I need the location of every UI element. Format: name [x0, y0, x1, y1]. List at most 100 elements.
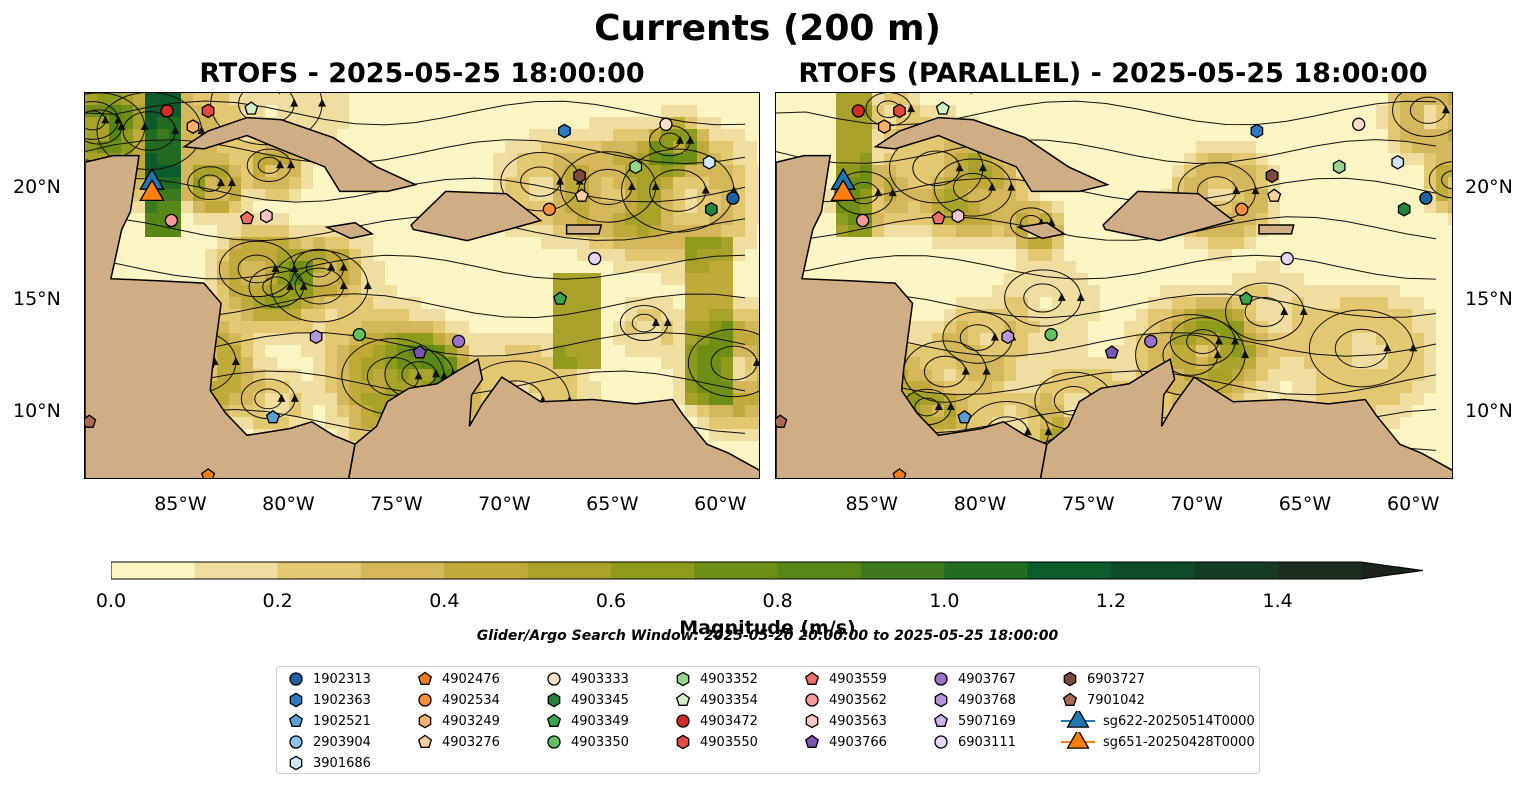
legend-label: 4903249 [442, 713, 500, 729]
legend-label: 4903276 [442, 734, 500, 750]
legend-item: 4903562 [803, 690, 887, 710]
colorbar-segment [527, 562, 612, 579]
legend-label: 6903111 [958, 734, 1016, 750]
left-map-panel[interactable] [84, 92, 760, 479]
circle-marker-icon [934, 735, 948, 749]
hexagon-marker-icon [418, 713, 432, 729]
float-4903352 [629, 159, 643, 175]
float-4903472 [160, 104, 174, 118]
float-3901686 [1391, 154, 1405, 170]
legend-marker-4903550 [676, 734, 690, 750]
legend-item: 4903472 [674, 711, 758, 731]
colorbar-tick-label: 1.0 [929, 590, 960, 612]
legend-marker-4903767 [934, 672, 948, 686]
pentagon-marker-icon [933, 713, 949, 727]
lon-tick-label: 65°W [586, 493, 639, 515]
legend-item: 4903333 [545, 669, 629, 689]
legend-label: 4903349 [571, 713, 629, 729]
colorbar-tick-label: 1.2 [1095, 590, 1127, 612]
lon-tick-label: 80°W [262, 493, 315, 515]
float-4903345 [1397, 201, 1411, 217]
float-4903350 [1044, 327, 1058, 342]
legend-item: 4903249 [416, 711, 500, 731]
float-4903349 [553, 291, 568, 305]
float-6903727 [1265, 168, 1279, 184]
legend-marker-4903249 [418, 713, 432, 729]
legend-marker-4903345 [547, 692, 561, 708]
legend-marker-1902363 [289, 692, 303, 708]
float-4903767 [451, 334, 466, 348]
float-7901042 [85, 414, 97, 428]
float-1902521 [265, 410, 280, 424]
colorbar-tick-label: 1.4 [1262, 590, 1293, 612]
lon-tick-label: 85°W [845, 493, 898, 515]
colorbar-label: Magnitude (m/s) [679, 617, 856, 639]
float-4903550 [201, 103, 215, 119]
colorbar-tick-label: 0.6 [595, 590, 627, 612]
float-4903767 [1144, 334, 1158, 348]
circle-marker-icon [547, 672, 561, 686]
pentagon-marker-icon [417, 671, 433, 685]
legend-label: 1902313 [313, 671, 371, 687]
legend-item: 4903352 [674, 669, 758, 689]
legend-marker-6903727 [1063, 671, 1077, 687]
legend-item: sg651-20250428T0000 [1061, 732, 1255, 752]
legend-marker-4903276 [417, 734, 433, 748]
colorbar-segment [944, 562, 1029, 579]
hexagon-marker-icon [289, 692, 303, 708]
legend-marker-4903562 [805, 693, 819, 707]
legend-marker-5907169 [933, 713, 949, 727]
float-4903350 [352, 327, 366, 342]
colorbar-tick-label: 0.0 [95, 590, 127, 612]
float-4903345 [704, 201, 718, 217]
float-4903563 [260, 208, 273, 224]
pentagon-marker-icon [804, 734, 820, 748]
pentagon-marker-icon [804, 671, 820, 685]
legend-marker-sg651-20250428T0000 [1066, 732, 1090, 749]
map-canvas[interactable] [776, 93, 1453, 479]
float-4903354 [244, 101, 259, 115]
legend-item: 1902313 [287, 669, 371, 689]
colorbar-segment [1027, 562, 1112, 579]
lon-tick-label: 85°W [154, 493, 207, 515]
float-4903562 [164, 213, 179, 228]
map-canvas[interactable] [85, 93, 760, 479]
circle-marker-icon [805, 693, 819, 707]
legend-label: 2903904 [313, 734, 371, 750]
legend-label: 1902363 [313, 692, 371, 708]
legend-item: 4903767 [932, 669, 1016, 689]
float-4903559 [931, 210, 946, 225]
float-4903559 [239, 210, 255, 225]
legend-item: 4903766 [803, 732, 887, 752]
circle-marker-icon [289, 735, 303, 749]
float-4903768 [309, 329, 323, 345]
circle-marker-icon [676, 714, 690, 728]
float-1902313 [726, 191, 740, 205]
float-1902313 [1419, 191, 1433, 205]
legend-item: 4903345 [545, 690, 629, 710]
float-4903276 [574, 188, 589, 202]
legend-item: 4903563 [803, 711, 887, 731]
legend-item: 2903904 [287, 732, 371, 752]
land-masses [85, 93, 759, 478]
glider-sg651-20250428T0000 [830, 178, 856, 202]
pentagon-marker-icon [417, 734, 433, 748]
float-4903276 [1267, 188, 1282, 202]
float-4903352 [1332, 159, 1346, 175]
legend-item: 4903276 [416, 732, 500, 752]
colorbar-segment [1277, 562, 1362, 579]
lon-tick-label: 70°W [478, 493, 531, 515]
legend-item: 4902534 [416, 690, 500, 710]
right-map-panel[interactable] [775, 92, 1453, 479]
legend-marker-4903768 [934, 692, 948, 708]
legend-item: 4902476 [416, 669, 500, 689]
legend-label: 4903559 [829, 671, 887, 687]
legend-marker-1902313 [289, 672, 303, 686]
float-4903563 [951, 208, 965, 224]
hexagon-marker-icon [676, 734, 690, 750]
float-1902363 [1250, 123, 1264, 139]
colorbar-segment [694, 562, 779, 579]
float-markers [776, 101, 1433, 478]
float-4902534 [1235, 202, 1249, 216]
legend-item: 6903727 [1061, 669, 1145, 689]
